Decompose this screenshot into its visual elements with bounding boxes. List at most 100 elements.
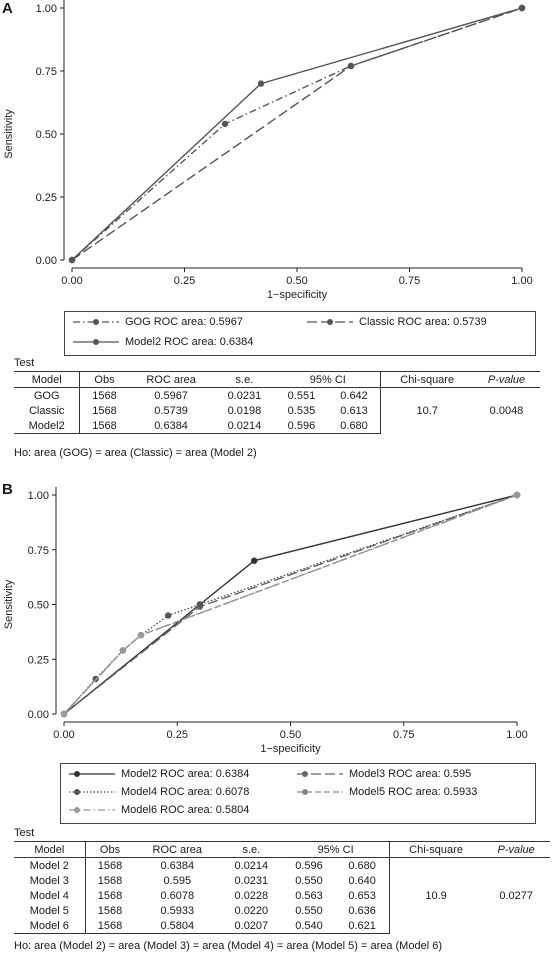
cell-ci-high: 0.680 (327, 418, 382, 434)
chart-a-y-axis-title: Sensitivity (3, 109, 15, 159)
cell-model: Model 4 (14, 888, 86, 903)
chart-b-x-axis-title: 1−specificity (260, 743, 321, 755)
chart-b-series-5-point (60, 710, 68, 718)
th-b-p: P-value (482, 841, 550, 858)
stats-b-header-row: Model Obs ROC area s.e. 95% CI Chi-squar… (14, 841, 550, 858)
chart-b-series-5-line (63, 494, 518, 715)
cell-obs: 1568 (92, 404, 117, 417)
chart-a-y-tick-label: 0.75 (36, 66, 57, 78)
cell-obs: 1568 (97, 904, 123, 917)
cell-ci-low: 0.550 (295, 904, 323, 917)
stats-a-header-row: Model Obs ROC area s.e. 95% CI Chi-squar… (14, 371, 540, 388)
cell-ci-low: 0.596 (295, 859, 323, 872)
chart-b-series-5-point (119, 647, 127, 654)
table-row: Model 3 1568 0.595 0.0231 0.550 0.640 (14, 873, 550, 888)
legend-b-label-model4: Model4 ROC area: 0.6078 (121, 786, 250, 798)
legend-b-swatch-model4 (69, 789, 115, 795)
cell-obs: 1568 (79, 418, 129, 434)
th-a-p: P-value (472, 371, 540, 388)
legend-b-label-model5: Model5 ROC area: 0.5933 (349, 786, 478, 798)
legend-a-swatch-model2 (73, 339, 119, 345)
chart-a-x-tick-label: 0.00 (61, 275, 82, 287)
chart-b-y-tick-label: 0.75 (28, 545, 49, 557)
panel-b-label: B (2, 481, 13, 498)
hypothesis-b: Ho: area (Model 2) = area (Model 3) = ar… (14, 940, 442, 952)
th-b-se: s.e. (220, 841, 283, 858)
cell-ci-low: 0.551 (287, 389, 316, 402)
cell-ci-high: 0.613 (327, 403, 382, 418)
cell-se: 0.0231 (234, 874, 269, 887)
hypothesis-a: Ho: area (GOG) = area (Classic) = area (… (14, 447, 257, 459)
cell-se: 0.0231 (227, 389, 262, 402)
chart-b-x-tick-label: 0.50 (280, 729, 301, 741)
table-row: Classic 1568 0.5739 0.0198 0.535 0.613 (14, 403, 540, 418)
legend-b-swatch-model6 (69, 807, 115, 813)
legend-b-item-model6: Model6 ROC area: 0.5804 (69, 804, 249, 816)
chart-a-y-tick-label: 0.50 (36, 129, 57, 141)
cell-se: 0.0214 (213, 418, 276, 434)
chart-a-x-tick-label: 0.75 (399, 275, 420, 287)
th-b-obs: Obs (85, 841, 135, 858)
chart-b-series-1-line (63, 494, 518, 715)
chart-a-series-3-point (68, 256, 76, 264)
chart-a-series-3-line (71, 7, 523, 261)
table-row: Model 5 1568 0.5933 0.0220 0.550 0.636 (14, 903, 550, 918)
th-a-se: s.e. (213, 371, 276, 388)
th-b-ci: 95% CI (282, 841, 390, 858)
cell-p-value: 0.0048 (489, 404, 524, 417)
cell-chi-square: 10.7 (416, 404, 438, 417)
chart-b-series-5-point (137, 631, 145, 639)
chart-b-x-tick-label: 0.25 (167, 729, 188, 741)
table-row: Model 4 1568 0.6078 0.0228 0.563 0.653 (14, 888, 550, 903)
th-b-model: Model (14, 841, 86, 858)
stats-table-b: Model Obs ROC area s.e. 95% CI Chi-squar… (14, 841, 550, 934)
chart-b-y-axis-title: Sensitivity (3, 579, 15, 629)
cell-obs: 1568 (92, 389, 117, 402)
legend-b-item-model3: Model3 ROC area: 0.595 (297, 768, 471, 780)
chart-a-series-2-point (347, 62, 355, 70)
legend-a-label-classic: Classic ROC area: 0.5739 (359, 316, 487, 328)
cell-obs: 1568 (97, 889, 123, 902)
cell-se: 0.0220 (234, 904, 269, 917)
cell-se: 0.0214 (234, 859, 269, 872)
cell-roc: 0.595 (163, 874, 192, 887)
cell-model: Classic (14, 403, 81, 418)
chart-b-series-3-point (164, 612, 172, 619)
cell-chi-square: 10.9 (425, 889, 447, 902)
th-a-chi: Chi-square (380, 371, 473, 388)
legend-b-swatch-model5 (297, 789, 343, 795)
chart-a-series-1-point (221, 120, 229, 128)
cell-ci-high: 0.621 (335, 918, 390, 934)
cell-ci-low: 0.540 (282, 918, 336, 934)
chart-a-x-tick-label: 1.00 (511, 275, 532, 287)
test-b-title: Test (14, 827, 35, 839)
chart-a-y-tick-label: 0.00 (36, 255, 57, 267)
roc-chart-a: 0.00 0.25 0.50 0.75 1.00 0.00 0.25 0.50 0.75 1.00… (3, 0, 533, 301)
legend-a-label-gog: GOG ROC area: 0.5967 (125, 316, 243, 328)
chart-b-y-tick-label: 0.25 (28, 654, 49, 666)
cell-se: 0.0207 (220, 918, 283, 934)
chart-b-series-2-line (63, 494, 518, 715)
chart-a-x-tick-label: 0.50 (286, 275, 307, 287)
th-a-ci: 95% CI (275, 371, 382, 388)
th-b-roc: ROC area (134, 841, 221, 858)
chart-b-y-tick-label: 0.50 (28, 600, 49, 612)
legend-b-item-model2: Model2 ROC area: 0.6384 (69, 768, 249, 780)
chart-b-series-4-line (63, 494, 518, 715)
chart-b-y-tick-label: 0.00 (28, 709, 49, 721)
cell-model: Model 3 (14, 873, 86, 888)
cell-roc: 0.5804 (134, 918, 221, 934)
cell-ci-high: 0.636 (335, 903, 390, 918)
cell-roc: 0.6078 (160, 889, 195, 902)
chart-b-x-tick-label: 0.00 (53, 729, 74, 741)
legend-a-item-model2: Model2 ROC area: 0.6384 (73, 336, 253, 348)
chart-a-series-3-point (518, 4, 526, 12)
table-row: Model 6 1568 0.5804 0.0207 0.540 0.621 (14, 918, 550, 934)
cell-model: Model 5 (14, 903, 86, 918)
cell-roc: 0.5933 (160, 904, 195, 917)
cell-ci-high: 0.680 (335, 857, 390, 873)
chart-b-y-tick-label: 1.00 (28, 490, 49, 502)
th-a-roc: ROC area (128, 371, 214, 388)
cell-model: Model 2 (14, 857, 86, 873)
legend-b-item-model4: Model4 ROC area: 0.6078 (69, 786, 249, 798)
